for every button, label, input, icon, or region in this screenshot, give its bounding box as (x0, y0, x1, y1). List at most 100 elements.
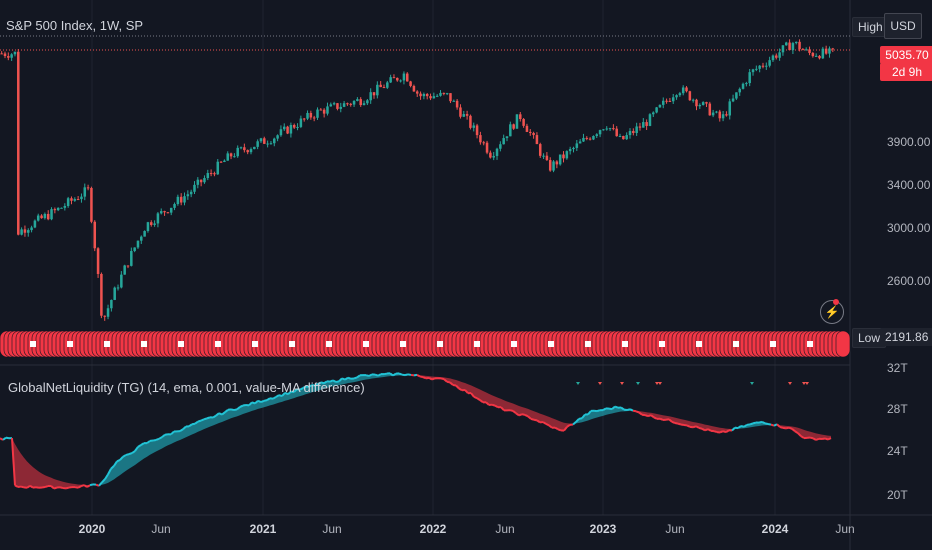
candle (432, 92, 436, 99)
liquidity-area (0, 372, 832, 490)
candle (655, 106, 658, 114)
candle (455, 99, 459, 110)
candle (419, 91, 422, 100)
candle (256, 139, 259, 150)
candle (349, 102, 353, 107)
candle (302, 117, 306, 122)
candle (176, 194, 180, 206)
candle (103, 315, 106, 321)
candle (442, 92, 446, 96)
candle (615, 126, 618, 137)
candle (106, 304, 110, 320)
liquidity-tick: 32T (887, 361, 908, 375)
currency-button[interactable]: USD (884, 13, 922, 39)
candle (572, 146, 575, 153)
candle (366, 99, 369, 106)
candle (409, 80, 412, 88)
candle (525, 123, 529, 133)
candle (266, 140, 269, 148)
candle (133, 247, 136, 253)
candle (588, 137, 592, 141)
notification-dot (833, 299, 839, 305)
candle (229, 152, 233, 160)
candle (336, 102, 339, 111)
candle (316, 107, 319, 120)
candle (718, 109, 722, 122)
candle (532, 131, 535, 139)
candle (56, 207, 60, 212)
candle (196, 177, 200, 189)
candle (735, 92, 738, 100)
candle (40, 214, 43, 219)
candle (246, 149, 249, 155)
candle (60, 207, 63, 209)
candle (43, 212, 47, 220)
candle (731, 94, 735, 103)
candle (828, 46, 831, 58)
candle (339, 102, 343, 113)
candle (475, 123, 479, 139)
candle (312, 115, 316, 122)
candle (76, 196, 80, 201)
candle (116, 284, 120, 291)
candle (83, 183, 87, 201)
time-label: Jun (322, 522, 342, 536)
candle (748, 68, 751, 87)
candle (286, 125, 289, 135)
candle (372, 92, 376, 99)
candle (70, 196, 73, 205)
candle (698, 103, 702, 109)
signal-markers (576, 382, 809, 385)
candle (273, 137, 276, 147)
candle (332, 101, 336, 106)
candle (362, 100, 366, 106)
candle (505, 136, 509, 142)
candle (462, 110, 466, 118)
candle (512, 123, 515, 130)
candle (130, 247, 133, 267)
candle (369, 88, 372, 104)
candle (489, 150, 492, 159)
candle (452, 99, 456, 102)
candle (522, 117, 525, 128)
candle (322, 108, 326, 118)
candle (193, 181, 196, 195)
candle (472, 122, 476, 132)
candle (701, 101, 705, 106)
candle (542, 153, 545, 160)
candle (329, 102, 333, 107)
candle (279, 125, 283, 137)
time-label: Jun (665, 522, 685, 536)
candle (675, 94, 678, 100)
time-label: 2022 (419, 522, 447, 536)
candle (791, 41, 795, 55)
candle (110, 299, 113, 312)
time-label: 2020 (78, 522, 106, 536)
candle (449, 93, 452, 104)
candle (415, 90, 419, 97)
candle (728, 98, 732, 120)
price-tick: 3000.00 (887, 221, 931, 235)
candle (156, 211, 160, 228)
candle (389, 74, 392, 84)
candle (376, 81, 379, 99)
candle (708, 101, 712, 116)
candle (206, 169, 210, 181)
candle (226, 151, 229, 161)
candle (761, 62, 765, 69)
bolt-icon[interactable]: ⚡ (820, 300, 844, 324)
candle (465, 110, 469, 120)
candle (831, 47, 835, 53)
candle (715, 110, 718, 114)
candle (219, 161, 223, 163)
candle (502, 134, 505, 145)
candle (605, 126, 608, 131)
candle (479, 131, 482, 145)
candle (233, 153, 236, 158)
candle (309, 110, 313, 120)
liquidity-tick: 20T (887, 488, 908, 502)
candle (758, 64, 761, 73)
candle (804, 47, 808, 51)
candle (399, 79, 402, 83)
